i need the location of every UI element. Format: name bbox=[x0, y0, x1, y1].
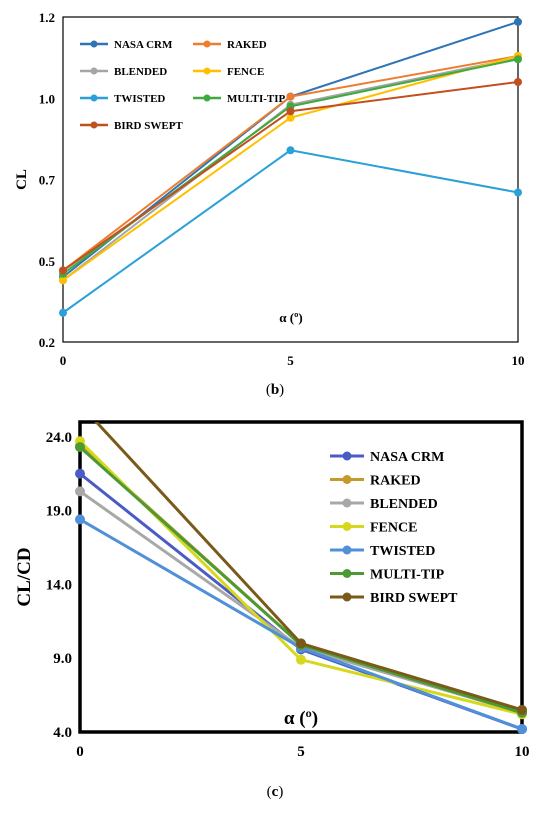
legend-marker-twisted bbox=[90, 94, 98, 102]
legend-marker-blended bbox=[90, 67, 98, 75]
x-tick-label: 0 bbox=[76, 744, 84, 760]
y-tick-label: 19.0 bbox=[46, 504, 72, 520]
x-tick-label: 5 bbox=[287, 353, 294, 368]
legend-marker-raked bbox=[203, 40, 211, 48]
y-tick-label: 1.0 bbox=[39, 91, 55, 106]
panel-c: 4.0 9.0 14.0 19.0 24.0 0 5 10 CL/CD α (º) NASA CRM… bbox=[0, 410, 550, 817]
series-group bbox=[75, 422, 527, 735]
legend-marker-twisted bbox=[342, 545, 352, 555]
legend-label-raked: RAKED bbox=[227, 39, 267, 51]
legend-marker-blended bbox=[342, 498, 352, 508]
chart-cl-vs-alpha: 0.2 0.5 0.7 1.0 1.2 0 5 10 CL α (º) NASA CRM RAKED B… bbox=[14, 10, 525, 368]
series-line-fence bbox=[78, 440, 523, 716]
legend-marker-multi-tip bbox=[342, 569, 352, 578]
data-point-twisted bbox=[59, 308, 67, 317]
x-tick-label: 0 bbox=[60, 353, 67, 368]
x-axis-label: α (º) bbox=[284, 708, 318, 729]
data-point-bird-swept bbox=[514, 78, 522, 86]
plot-frame bbox=[78, 420, 524, 734]
legend: NASA CRM RAKED BLENDED FENCE TWISTED MULTI-TI… bbox=[330, 450, 458, 606]
legend-label-twisted: TWISTED bbox=[114, 93, 165, 105]
legend-label-twisted: TWISTED bbox=[370, 544, 435, 559]
legend-label-multi-tip: MULTI-TIP bbox=[370, 567, 445, 582]
legend-label-raked: RAKED bbox=[370, 473, 421, 488]
legend: NASA CRM RAKED BLENDED FENCE TWISTED MULTI-TI… bbox=[80, 39, 286, 132]
y-tick-label: 0.7 bbox=[39, 173, 56, 188]
series-line-raked bbox=[62, 55, 519, 272]
data-point-bird-swept bbox=[296, 638, 306, 649]
caption-b: (b) bbox=[265, 382, 285, 398]
series-line-fence bbox=[62, 55, 519, 282]
legend-marker-nasa-crm bbox=[342, 451, 352, 461]
x-tick-label: 10 bbox=[515, 744, 530, 760]
series-line-bird-swept bbox=[94, 422, 523, 712]
data-point-nasa-crm bbox=[75, 468, 85, 479]
plot-frame bbox=[62, 16, 519, 343]
y-tick-label: 0.5 bbox=[39, 254, 56, 269]
legend-label-nasa-crm: NASA CRM bbox=[370, 450, 444, 465]
data-point-raked bbox=[286, 92, 295, 101]
legend-marker-fence bbox=[203, 67, 211, 75]
caption-c: (c) bbox=[266, 784, 284, 800]
legend-label-bird-swept: BIRD SWEPT bbox=[114, 120, 183, 132]
legend-label-multi-tip: MULTI-TIP bbox=[227, 93, 286, 105]
series-line-raked bbox=[78, 444, 523, 715]
y-tick-label: 24.0 bbox=[46, 430, 72, 446]
series-line-multi-tip bbox=[78, 445, 523, 715]
legend-marker-raked bbox=[342, 475, 352, 484]
data-point-blended bbox=[75, 486, 85, 497]
legend-label-blended: BLENDED bbox=[114, 66, 167, 78]
y-tick-label: 4.0 bbox=[53, 725, 72, 741]
legend-label-fence: FENCE bbox=[370, 520, 417, 535]
data-point-fence bbox=[59, 276, 67, 285]
data-point-multi-tip bbox=[514, 55, 522, 64]
legend-label-nasa-crm: NASA CRM bbox=[114, 39, 173, 51]
data-point-twisted bbox=[286, 146, 295, 155]
data-point-nasa-crm bbox=[514, 17, 522, 26]
data-point-fence bbox=[296, 654, 306, 665]
legend-marker-nasa-crm bbox=[90, 40, 98, 48]
data-point-bird-swept bbox=[286, 107, 295, 116]
legend-marker-fence bbox=[342, 522, 352, 531]
x-axis-label: α (º) bbox=[279, 310, 302, 325]
legend-marker-multi-tip bbox=[203, 94, 211, 102]
y-tick-label: 14.0 bbox=[46, 577, 72, 593]
panel-b: 0.2 0.5 0.7 1.0 1.2 0 5 10 CL α (º) NASA CRM RAKED B… bbox=[14, 10, 525, 398]
legend-marker-bird-swept bbox=[342, 592, 352, 602]
data-point-twisted bbox=[517, 724, 527, 735]
data-point-bird-swept bbox=[517, 704, 527, 715]
y-axis-label: CL bbox=[14, 169, 30, 190]
data-point-twisted bbox=[75, 514, 85, 525]
series-group bbox=[59, 17, 522, 317]
legend-label-bird-swept: BIRD SWEPT bbox=[370, 591, 458, 606]
legend-label-blended: BLENDED bbox=[370, 497, 438, 512]
chart-clcd-vs-alpha: 4.0 9.0 14.0 19.0 24.0 0 5 10 CL/CD α (º) NASA CRM… bbox=[14, 420, 530, 760]
data-point-multi-tip bbox=[75, 442, 85, 453]
y-axis-label: CL/CD bbox=[14, 547, 35, 606]
y-tick-label: 1.2 bbox=[39, 10, 55, 25]
y-tick-label: 9.0 bbox=[53, 651, 72, 667]
x-tick-label: 10 bbox=[512, 353, 525, 368]
legend-label-fence: FENCE bbox=[227, 66, 264, 78]
data-point-twisted bbox=[514, 188, 522, 197]
x-tick-label: 5 bbox=[297, 744, 305, 760]
y-tick-label: 0.2 bbox=[39, 335, 55, 350]
data-point-fence bbox=[286, 113, 295, 122]
legend-marker-bird-swept bbox=[90, 121, 98, 129]
data-point-bird-swept bbox=[59, 266, 67, 275]
